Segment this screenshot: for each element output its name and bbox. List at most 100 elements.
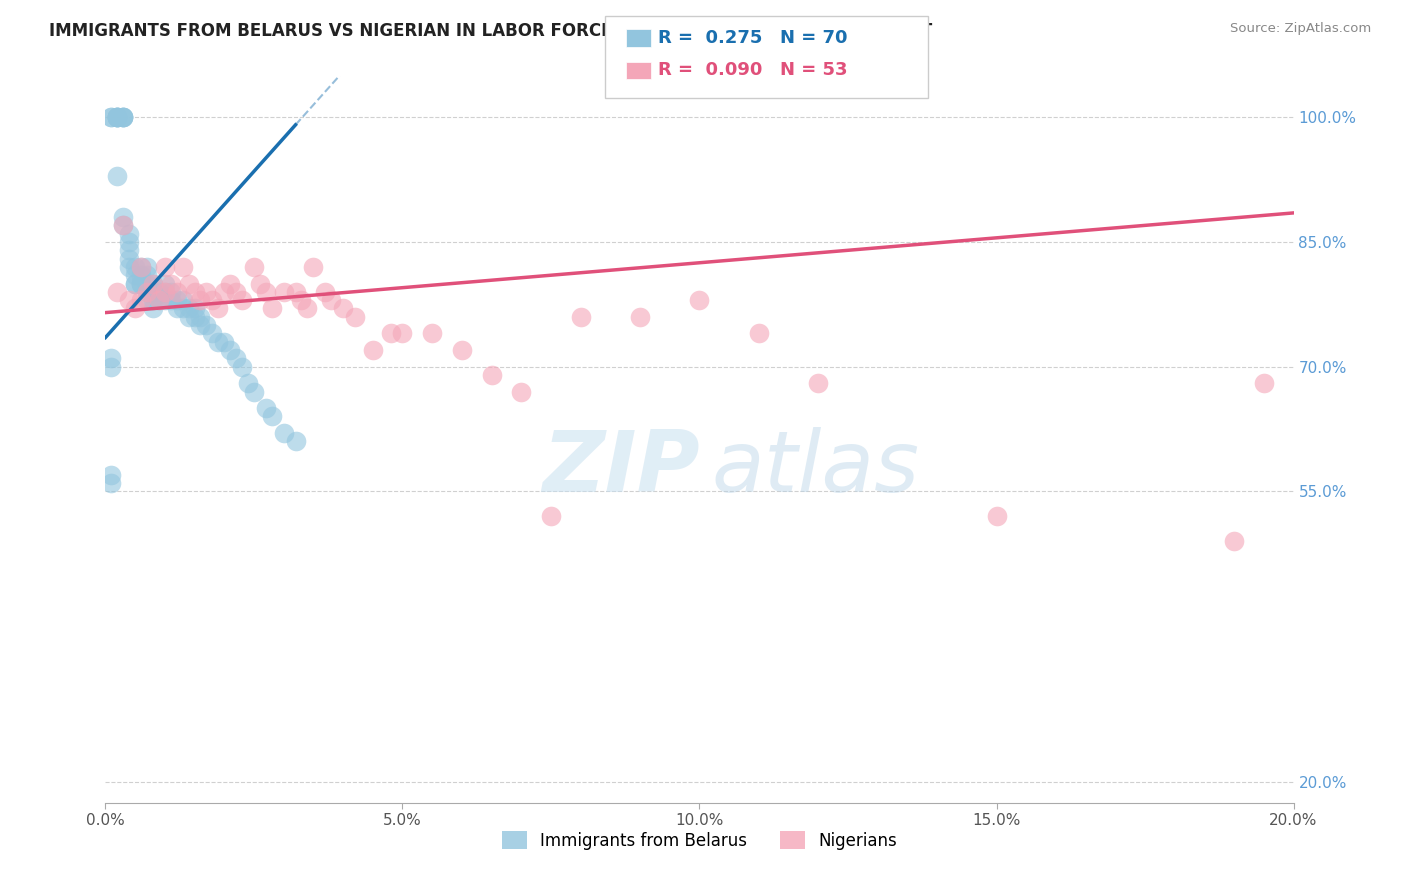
Point bbox=[273, 285, 295, 299]
Point bbox=[986, 509, 1008, 524]
Point bbox=[219, 277, 242, 291]
Point bbox=[166, 293, 188, 307]
Text: ZIP: ZIP bbox=[541, 427, 700, 510]
Point bbox=[172, 260, 194, 274]
Point bbox=[225, 351, 247, 366]
Text: Source: ZipAtlas.com: Source: ZipAtlas.com bbox=[1230, 22, 1371, 36]
Point bbox=[129, 260, 152, 274]
Point bbox=[100, 111, 122, 125]
Point bbox=[153, 293, 176, 307]
Point bbox=[748, 326, 770, 341]
Point bbox=[1253, 376, 1275, 391]
Point bbox=[124, 277, 146, 291]
Point bbox=[166, 301, 188, 316]
Point bbox=[219, 343, 242, 357]
Point bbox=[254, 285, 277, 299]
Point bbox=[112, 111, 135, 125]
Text: N = 70: N = 70 bbox=[780, 29, 848, 47]
Point bbox=[1223, 534, 1246, 549]
Point bbox=[159, 293, 181, 307]
Point bbox=[100, 351, 122, 366]
Point bbox=[807, 376, 830, 391]
Point bbox=[201, 293, 224, 307]
Point bbox=[118, 235, 141, 249]
Text: R =  0.090: R = 0.090 bbox=[658, 62, 762, 79]
Point bbox=[190, 310, 212, 324]
Point bbox=[142, 277, 165, 291]
Point bbox=[100, 359, 122, 374]
Text: R =  0.275: R = 0.275 bbox=[658, 29, 762, 47]
Text: atlas: atlas bbox=[711, 427, 920, 510]
Point bbox=[136, 285, 159, 299]
Point bbox=[129, 260, 152, 274]
Point bbox=[112, 111, 135, 125]
Point bbox=[297, 301, 319, 316]
Point bbox=[231, 359, 253, 374]
Point bbox=[112, 219, 135, 233]
Point bbox=[142, 285, 165, 299]
Text: IMMIGRANTS FROM BELARUS VS NIGERIAN IN LABOR FORCE | AGE 20-24 CORRELATION CHART: IMMIGRANTS FROM BELARUS VS NIGERIAN IN L… bbox=[49, 22, 932, 40]
Point bbox=[153, 285, 176, 299]
Point bbox=[136, 293, 159, 307]
Point bbox=[195, 285, 218, 299]
Point bbox=[420, 326, 443, 341]
Point bbox=[284, 434, 307, 449]
Text: N = 53: N = 53 bbox=[780, 62, 848, 79]
Point bbox=[249, 277, 271, 291]
Point bbox=[172, 301, 194, 316]
Point bbox=[136, 285, 159, 299]
Point bbox=[148, 285, 170, 299]
Point bbox=[343, 310, 366, 324]
Point bbox=[290, 293, 312, 307]
Point bbox=[118, 244, 141, 258]
Point bbox=[129, 277, 152, 291]
Point bbox=[159, 277, 181, 291]
Point bbox=[100, 111, 122, 125]
Point bbox=[332, 301, 354, 316]
Point bbox=[153, 285, 176, 299]
Point bbox=[260, 409, 283, 424]
Point bbox=[100, 475, 122, 490]
Point bbox=[380, 326, 402, 341]
Point bbox=[361, 343, 384, 357]
Point bbox=[689, 293, 711, 307]
Point bbox=[136, 260, 159, 274]
Point bbox=[236, 376, 259, 391]
Point bbox=[190, 318, 212, 332]
Point bbox=[124, 301, 146, 316]
Point bbox=[112, 111, 135, 125]
Point bbox=[177, 310, 200, 324]
Point bbox=[142, 277, 165, 291]
Point bbox=[183, 310, 205, 324]
Point bbox=[183, 301, 205, 316]
Point bbox=[118, 260, 141, 274]
Point bbox=[118, 252, 141, 266]
Point bbox=[112, 210, 135, 224]
Point bbox=[243, 260, 266, 274]
Point bbox=[273, 426, 295, 441]
Point bbox=[153, 260, 176, 274]
Point bbox=[201, 326, 224, 341]
Point bbox=[124, 268, 146, 283]
Point bbox=[314, 285, 336, 299]
Point bbox=[136, 268, 159, 283]
Point bbox=[105, 111, 128, 125]
Point bbox=[129, 277, 152, 291]
Point bbox=[183, 285, 205, 299]
Point bbox=[540, 509, 562, 524]
Point bbox=[172, 293, 194, 307]
Point bbox=[254, 401, 277, 416]
Point bbox=[100, 467, 122, 482]
Point bbox=[231, 293, 253, 307]
Legend: Immigrants from Belarus, Nigerians: Immigrants from Belarus, Nigerians bbox=[495, 825, 904, 856]
Point bbox=[124, 277, 146, 291]
Point bbox=[118, 293, 141, 307]
Point bbox=[105, 111, 128, 125]
Point bbox=[105, 111, 128, 125]
Point bbox=[112, 219, 135, 233]
Point bbox=[177, 301, 200, 316]
Point bbox=[214, 334, 236, 349]
Point bbox=[177, 277, 200, 291]
Point bbox=[142, 301, 165, 316]
Point bbox=[105, 169, 128, 183]
